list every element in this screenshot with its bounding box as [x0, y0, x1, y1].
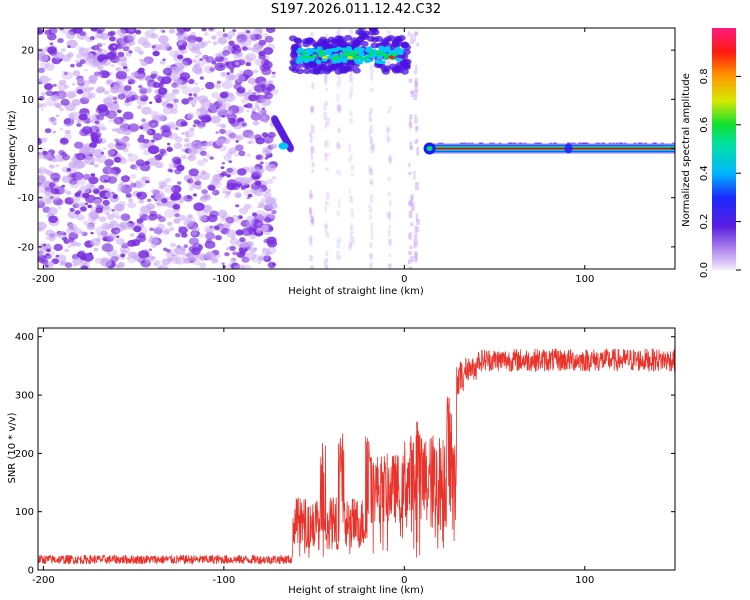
- colorbar-tick-label: 0.4: [699, 165, 710, 181]
- colorbar-tick-label: 0.8: [699, 68, 710, 84]
- snr-series-line: [38, 348, 675, 565]
- y-tick-label: 100: [15, 507, 34, 518]
- broadband-noise-blobs: [38, 28, 279, 269]
- x-tick-label: 100: [575, 274, 594, 285]
- spectrogram-x-label: Height of straight line (km): [288, 286, 424, 297]
- y-tick-label: -20: [18, 242, 34, 253]
- snr-y-axis: 0 100 200 300 400: [15, 332, 675, 577]
- colorbar-ticks: 0.0 0.2 0.4 0.6 0.8: [699, 68, 741, 278]
- colorbar-label: Normalized spectral amplitude: [681, 73, 692, 227]
- upper-emission-band: [288, 28, 412, 75]
- colorbar-gradient: [712, 28, 736, 270]
- y-tick-label: -10: [18, 193, 34, 204]
- carrier-line: [423, 142, 675, 155]
- x-tick-label: -200: [32, 274, 55, 285]
- transition-trace: [270, 114, 295, 153]
- y-tick-label: 0: [28, 144, 34, 155]
- x-tick-label: 100: [575, 575, 594, 586]
- x-tick-label: -100: [213, 274, 236, 285]
- y-tick-label: 20: [21, 46, 34, 57]
- x-tick-label: 0: [401, 575, 407, 586]
- x-tick-label: 0: [401, 274, 407, 285]
- colorbar-tick-label: 0.0: [699, 262, 710, 278]
- y-tick-label: 400: [15, 332, 34, 343]
- colorbar-tick-label: 0.2: [699, 214, 710, 230]
- x-tick-label: -100: [213, 575, 236, 586]
- spectrogram-y-axis: -20 -10 0 10 20: [18, 46, 675, 253]
- colorbar: 0.0 0.2 0.4 0.6 0.8 Normalized spectral ampl…: [681, 28, 741, 278]
- snr-x-axis: -200 -100 0 100: [32, 328, 594, 586]
- colorbar-tick-label: 0.6: [699, 117, 710, 133]
- spectrogram-x-axis: -200 -100 0 100: [32, 28, 594, 285]
- snr-x-label: Height of straight line (km): [288, 585, 424, 596]
- snr-panel: -200 -100 0 100 0 100 200 300 400 Height of str…: [7, 327, 676, 596]
- y-tick-label: 10: [21, 95, 34, 106]
- y-tick-label: 300: [15, 391, 34, 402]
- spectrogram-plot-area: [38, 28, 675, 269]
- snr-plot-area: [38, 348, 675, 565]
- y-tick-label: 200: [15, 449, 34, 460]
- spectrogram-y-label: Frequency (Hz): [7, 110, 18, 186]
- figure-title: S197.2026.011.12.42.C32: [271, 2, 441, 17]
- y-tick-label: 0: [28, 566, 34, 577]
- snr-frame: [37, 327, 676, 571]
- snr-y-label: SNR (10 * v/v): [7, 412, 18, 483]
- x-tick-label: -200: [32, 575, 55, 586]
